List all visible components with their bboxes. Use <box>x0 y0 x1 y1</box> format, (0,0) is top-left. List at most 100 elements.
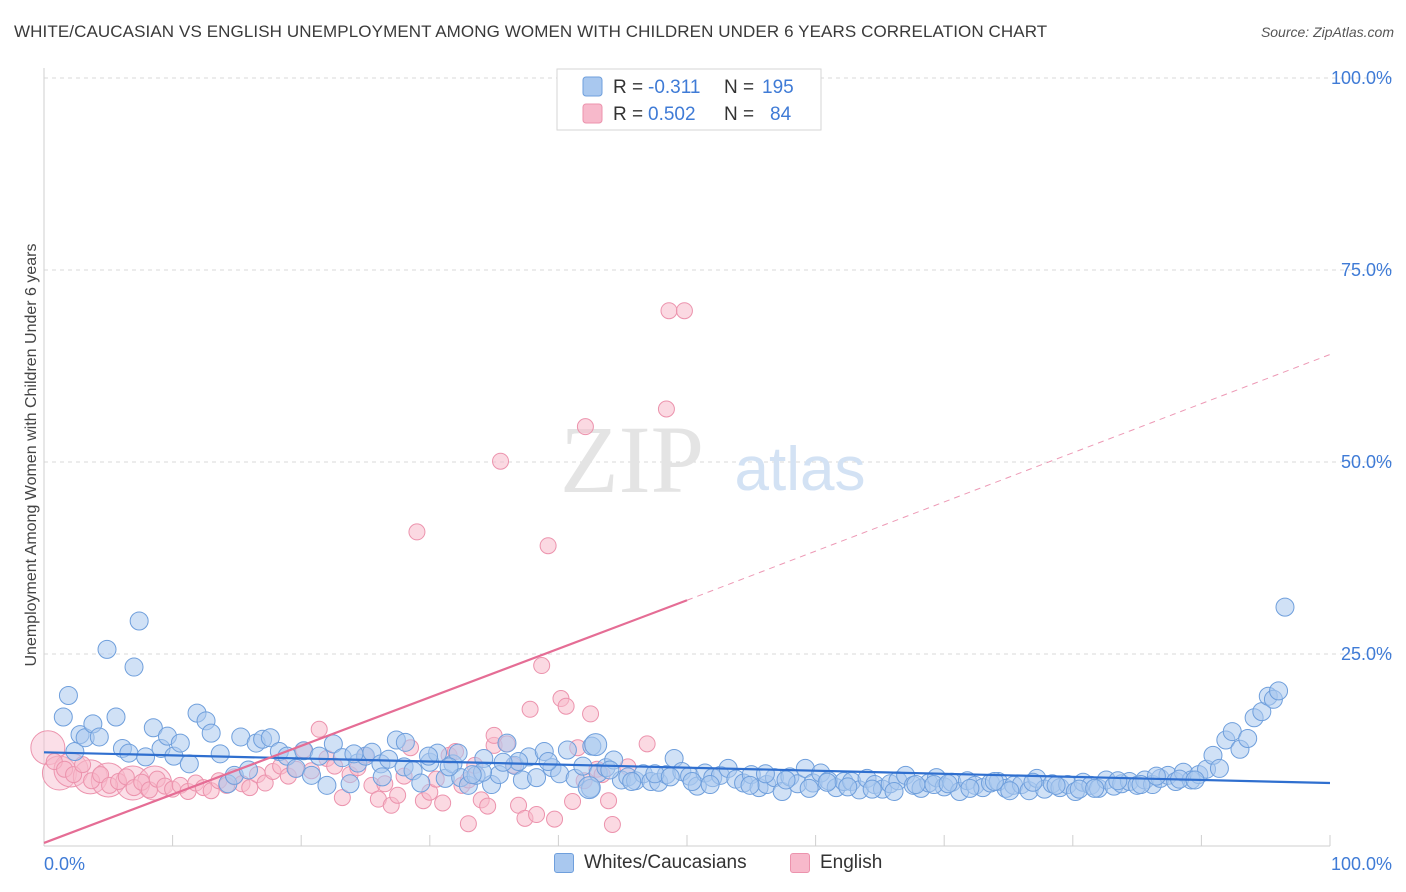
whites-point <box>622 771 642 791</box>
whites-point <box>372 767 392 787</box>
whites-point <box>124 657 144 677</box>
whites-point <box>143 718 163 738</box>
grid-lines <box>43 77 1392 846</box>
english-point <box>333 789 351 807</box>
whites-point <box>584 733 608 757</box>
whites-point <box>776 770 796 790</box>
whites-point <box>136 747 156 767</box>
whites-point <box>344 744 364 764</box>
legend-swatch-whites <box>554 853 574 873</box>
whites-point <box>106 707 126 727</box>
whites-point <box>179 754 199 774</box>
legend-swatch-blue <box>582 76 603 97</box>
whites-point <box>439 757 459 777</box>
y-axis-label: Unemployment Among Women with Children U… <box>23 243 40 666</box>
whites-point <box>527 768 547 788</box>
english-point <box>582 705 600 723</box>
y-tick-label: 75.0% <box>1341 260 1392 280</box>
legend-n-value-2: 84 <box>770 104 792 125</box>
legend-item-english: English <box>790 852 882 874</box>
english-point <box>675 302 693 320</box>
whites-point <box>1146 766 1166 786</box>
english-point <box>492 452 510 470</box>
y-tick-label: 50.0% <box>1341 452 1392 472</box>
whites-point <box>58 685 78 705</box>
legend-n-value-1: 195 <box>762 77 794 98</box>
whites-point <box>577 776 601 800</box>
english-point <box>638 735 656 753</box>
english-point <box>657 400 675 418</box>
whites-point <box>170 733 190 753</box>
english-point <box>564 792 582 810</box>
whites-point <box>89 727 109 747</box>
trend-lines <box>43 354 1331 844</box>
legend-swatch-pink <box>582 103 603 124</box>
legend-label-whites: Whites/Caucasians <box>584 852 747 873</box>
whites-point <box>411 773 431 793</box>
whites-point <box>462 765 482 785</box>
whites-point <box>309 746 329 766</box>
whites-point <box>301 765 321 785</box>
legend-n-label-2: N = <box>724 104 754 125</box>
chart-title: WHITE/CAUCASIAN VS ENGLISH UNEMPLOYMENT … <box>14 22 1048 41</box>
english-point <box>310 720 328 738</box>
english-trend-extension <box>686 354 1331 601</box>
x-tick-labels: 0.0% 100.0% <box>44 854 1392 874</box>
whites-points <box>53 597 1295 801</box>
english-point <box>528 806 546 824</box>
whites-point <box>379 749 399 769</box>
english-point <box>459 815 477 833</box>
watermark-atlas: atlas <box>735 435 866 504</box>
english-point <box>241 779 259 797</box>
whites-point <box>53 707 73 727</box>
whites-point <box>1131 775 1151 795</box>
whites-point <box>317 775 337 795</box>
source-label: Source: ZipAtlas.com <box>1260 24 1394 40</box>
legend-swatch-english <box>790 853 810 873</box>
english-point <box>521 700 539 718</box>
legend-r-value-1: -0.311 <box>648 77 700 98</box>
english-point <box>600 792 618 810</box>
whites-point <box>1023 772 1043 792</box>
legend-box: R = -0.311 N = 195 R = 0.502 N = 84 <box>556 68 822 131</box>
legend-r-value-2: 0.502 <box>648 104 696 125</box>
whites-point <box>682 771 702 791</box>
english-point <box>389 786 407 804</box>
whites-point <box>984 771 1004 791</box>
whites-point <box>1000 781 1020 801</box>
whites-point <box>838 777 858 797</box>
english-point <box>557 697 575 715</box>
english-point <box>479 797 497 815</box>
english-point <box>660 302 678 320</box>
whites-point <box>817 772 837 792</box>
whites-point <box>201 723 221 743</box>
y-tick-label: 100.0% <box>1331 68 1392 88</box>
whites-point <box>660 767 680 787</box>
x-tick-label: 0.0% <box>44 854 85 874</box>
whites-point <box>938 774 958 794</box>
whites-point <box>97 639 117 659</box>
series-legend: Whites/Caucasians English <box>0 852 1406 878</box>
whites-point <box>799 778 819 798</box>
whites-point <box>1238 728 1258 748</box>
legend-item-whites: Whites/Caucasians <box>554 852 747 874</box>
whites-point <box>1269 681 1289 701</box>
legend-r-label-1: R = <box>613 77 643 98</box>
whites-trend-line <box>43 751 1331 785</box>
x-tick-label: 100.0% <box>1331 854 1392 874</box>
whites-point <box>906 775 926 795</box>
whites-point <box>119 743 139 763</box>
axes <box>43 68 1330 847</box>
whites-point <box>129 611 149 631</box>
whites-point <box>884 781 904 801</box>
whites-point <box>395 732 415 752</box>
whites-point <box>1209 758 1229 778</box>
english-point <box>546 810 564 828</box>
whites-point <box>1275 597 1295 617</box>
english-point <box>408 523 426 541</box>
english-point <box>603 815 621 833</box>
whites-point <box>862 779 882 799</box>
y-tick-labels: 25.0% 50.0% 75.0% 100.0% <box>1331 68 1392 664</box>
english-point <box>539 537 557 555</box>
